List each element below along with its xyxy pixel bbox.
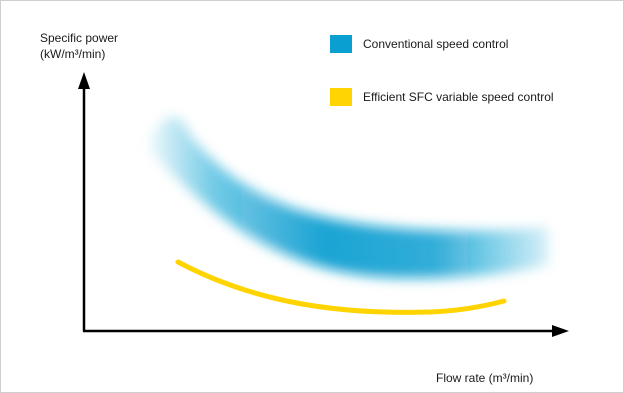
legend-swatch-sfc	[330, 88, 352, 106]
y-axis-label-line2: (kW/m³/min)	[40, 47, 106, 61]
y-axis-arrowhead	[78, 72, 90, 89]
x-axis-label: Flow rate (m³/min)	[436, 371, 534, 385]
legend-item-sfc: Efficient SFC variable speed control	[330, 88, 554, 106]
y-axis-label: Specific power (kW/m³/min)	[40, 30, 118, 62]
sfc-curve	[175, 259, 507, 315]
legend-swatch-conventional	[330, 35, 352, 53]
legend-item-conventional: Conventional speed control	[330, 35, 508, 53]
x-axis-arrowhead	[552, 325, 569, 337]
legend-label-conventional: Conventional speed control	[363, 37, 509, 51]
y-axis-label-line1: Specific power	[40, 31, 119, 45]
conventional-band	[150, 116, 548, 279]
legend-label-sfc: Efficient SFC variable speed control	[363, 90, 554, 104]
